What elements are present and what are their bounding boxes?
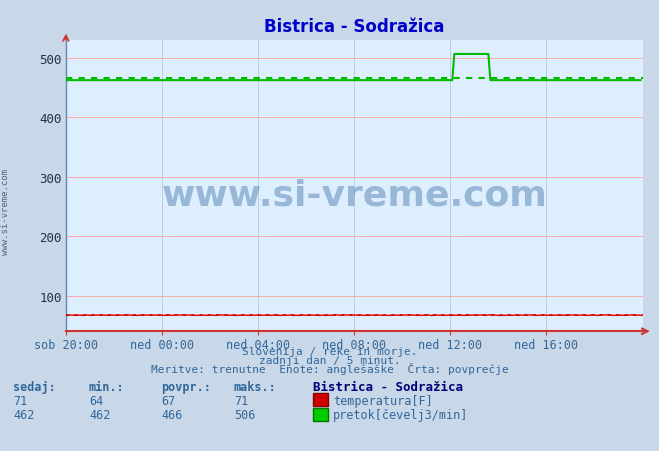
Text: povpr.:: povpr.: [161, 380, 212, 393]
Text: 466: 466 [161, 409, 183, 422]
Text: Slovenija / reke in morje.: Slovenija / reke in morje. [242, 346, 417, 356]
Text: 64: 64 [89, 394, 103, 407]
Text: 71: 71 [13, 394, 28, 407]
Text: 506: 506 [234, 409, 255, 422]
Text: www.si-vreme.com: www.si-vreme.com [1, 169, 10, 255]
Text: maks.:: maks.: [234, 380, 277, 393]
Text: 462: 462 [89, 409, 110, 422]
Text: 67: 67 [161, 394, 176, 407]
Text: pretok[čevelj3/min]: pretok[čevelj3/min] [333, 409, 468, 422]
Text: Meritve: trenutne  Enote: anglešaške  Črta: povprečje: Meritve: trenutne Enote: anglešaške Črta… [151, 362, 508, 374]
Text: zadnji dan / 5 minut.: zadnji dan / 5 minut. [258, 355, 401, 365]
Text: www.si-vreme.com: www.si-vreme.com [161, 178, 547, 212]
Text: 462: 462 [13, 409, 34, 422]
Text: 71: 71 [234, 394, 248, 407]
Text: min.:: min.: [89, 380, 125, 393]
Text: temperatura[F]: temperatura[F] [333, 394, 432, 407]
Title: Bistrica - Sodražica: Bistrica - Sodražica [264, 18, 444, 36]
Text: Bistrica - Sodražica: Bistrica - Sodražica [313, 380, 463, 393]
Text: sedaj:: sedaj: [13, 380, 56, 393]
